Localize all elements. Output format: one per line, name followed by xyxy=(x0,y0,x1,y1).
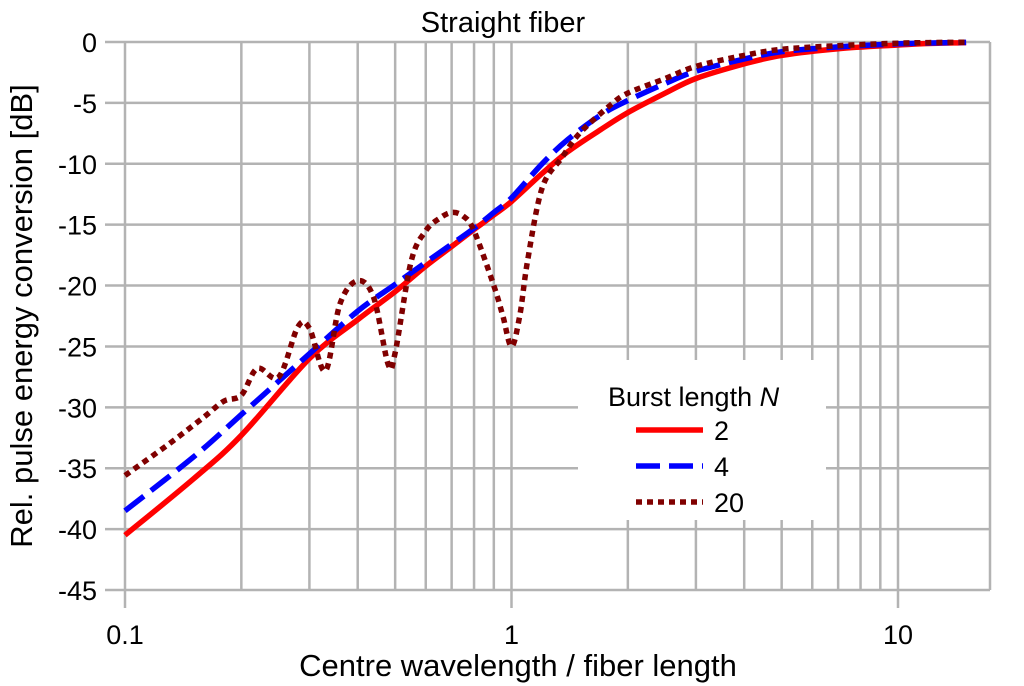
y-tick-label: -5 xyxy=(73,89,97,119)
y-axis-label: Rel. pulse energy conversion [dB] xyxy=(4,84,39,548)
grid xyxy=(105,40,992,608)
legend-label-20: 20 xyxy=(714,488,744,518)
series-line-4 xyxy=(123,39,967,513)
y-tick-label: -30 xyxy=(58,393,97,423)
y-tick-label: -45 xyxy=(58,576,97,606)
x-tick-label: 10 xyxy=(883,620,913,650)
y-tick-label: -20 xyxy=(58,272,97,302)
y-tick-label: -25 xyxy=(58,332,97,362)
legend-label-4: 4 xyxy=(714,452,729,482)
legend-title-variable: N xyxy=(760,382,780,412)
y-tick-label: -15 xyxy=(58,211,97,241)
y-tick-label: -40 xyxy=(58,515,97,545)
chart-title: Straight fiber xyxy=(421,7,586,39)
series-line-20 xyxy=(123,39,967,478)
legend-label-2: 2 xyxy=(714,416,729,446)
series-line-2 xyxy=(123,39,967,538)
legend: Burst length N 2 4 20 xyxy=(578,360,826,520)
y-tick-label: 0 xyxy=(82,28,97,58)
legend-box xyxy=(578,360,826,520)
series-lines xyxy=(123,39,967,538)
x-axis-label: Centre wavelength / fiber length xyxy=(299,648,737,683)
x-tick-label: 1 xyxy=(504,620,519,650)
y-tick-label: -10 xyxy=(58,150,97,180)
legend-title: Burst length N xyxy=(608,382,780,412)
x-tick-label: 0.1 xyxy=(106,620,144,650)
axes: 0 -5 -10 -15 -20 -25 -30 -35 -40 -45 0.1 1 10 xyxy=(58,28,913,650)
y-tick-label: -35 xyxy=(58,454,97,484)
legend-title-text: Burst length xyxy=(608,382,760,412)
